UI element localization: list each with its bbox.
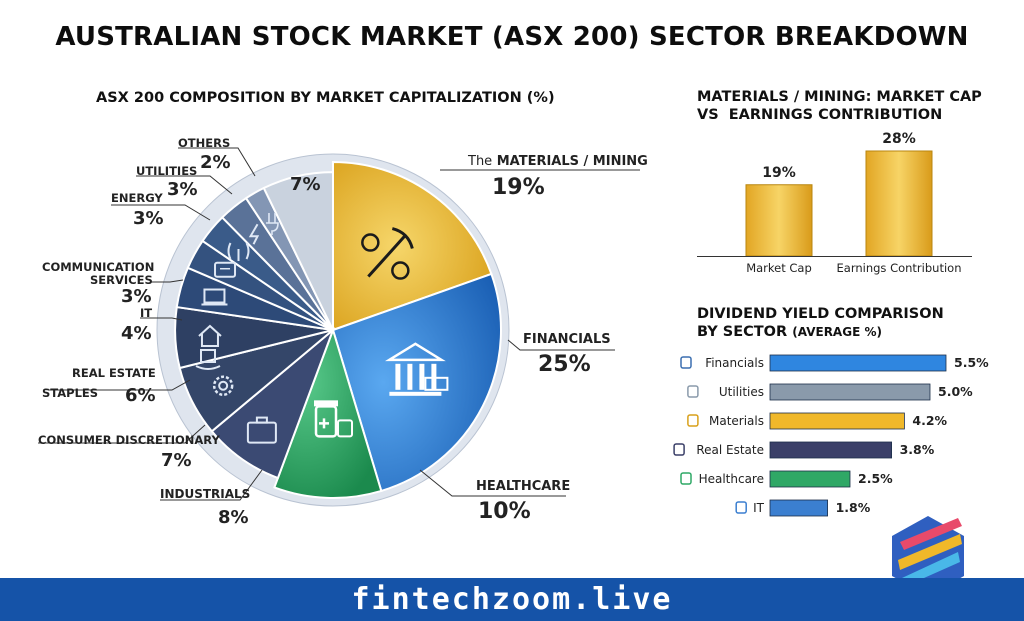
leader-line xyxy=(150,279,184,283)
leader-line xyxy=(38,424,206,444)
value-it: 4% xyxy=(121,323,152,344)
pie-slice-financials xyxy=(331,272,502,493)
medicine-icon xyxy=(680,472,692,485)
value-others: 2% xyxy=(200,152,231,173)
bar-market-cap xyxy=(745,184,813,257)
dividend-category-label: Utilities xyxy=(719,385,764,399)
label-communication-1: COMMUNICATION xyxy=(42,260,155,274)
chat-icon xyxy=(214,261,237,278)
leader-line xyxy=(160,469,263,501)
pie-chart-title: ASX 200 COMPOSITION BY MARKET CAPITALIZA… xyxy=(96,90,555,106)
label-others: OTHERS xyxy=(178,136,231,150)
label-it: IT xyxy=(140,306,153,320)
label-real-estate: REAL ESTATE xyxy=(72,366,156,380)
dividend-category-label: Healthcare xyxy=(699,472,764,486)
leader-line xyxy=(178,147,256,177)
leader-line xyxy=(140,317,183,321)
footer-site-name[interactable]: fintechzoom.live xyxy=(351,582,673,617)
value-healthcare: 10% xyxy=(478,499,531,524)
dividend-chart-title: DIVIDEND YIELD COMPARISON BY SECTOR (AVE… xyxy=(697,306,944,340)
lightning-icon xyxy=(248,223,260,245)
laptop-icon xyxy=(735,501,747,514)
gear-icon xyxy=(687,414,699,427)
bank-icon xyxy=(384,342,449,396)
bar-chart-baseline xyxy=(697,256,972,257)
label-financials: FINANCIALS xyxy=(523,332,611,347)
value-unlabeled-slice: 7% xyxy=(290,174,321,195)
dividend-category-label: IT xyxy=(753,501,765,515)
pie-slice-healthcare xyxy=(273,326,383,499)
leader-line xyxy=(48,379,191,391)
dividend-bar-real-estate xyxy=(769,441,892,459)
plug-icon xyxy=(265,212,279,235)
value-industrials: 8% xyxy=(218,507,249,528)
bar-value-label: 28% xyxy=(882,131,916,147)
dividend-bar-healthcare xyxy=(769,470,851,488)
bar-earnings-contribution xyxy=(865,150,933,257)
dividend-bar-utilities xyxy=(769,383,931,401)
pickaxe-gears-icon xyxy=(361,227,414,280)
dividend-bar-it xyxy=(769,499,828,517)
footer-bar: fintechzoom.live xyxy=(0,578,1024,621)
value-staples: 6% xyxy=(125,385,156,406)
medicine-icon xyxy=(314,400,354,438)
value-financials: 25% xyxy=(538,352,591,377)
dividend-value-label: 2.5% xyxy=(858,471,893,486)
plug-icon xyxy=(687,385,699,398)
dividend-value-label: 5.5% xyxy=(954,355,989,370)
label-healthcare: HEALTHCARE xyxy=(476,479,571,494)
bar-category-label: Earnings Contribution xyxy=(837,261,962,275)
dividend-bar-materials xyxy=(769,412,905,430)
leader-line xyxy=(419,469,566,497)
page-title: AUSTRALIAN STOCK MARKET (ASX 200) SECTOR… xyxy=(55,22,969,52)
bank-icon xyxy=(680,356,692,369)
bar-category-label: Market Cap xyxy=(746,261,812,275)
leader-line xyxy=(507,339,615,351)
leader-line xyxy=(136,175,233,195)
value-consumer: 7% xyxy=(161,450,192,471)
briefcase-icon xyxy=(246,416,277,444)
value-utilities: 3% xyxy=(167,179,198,200)
dividend-value-label: 5.0% xyxy=(938,384,973,399)
label-materials: The MATERIALS / MINING xyxy=(468,154,648,169)
label-utilities: UTILITIES xyxy=(136,164,198,178)
pie-slice-unlabeled xyxy=(262,171,334,331)
label-industrials: INDUSTRIALS xyxy=(160,487,251,501)
laptop-icon xyxy=(201,288,228,306)
box-hand-icon xyxy=(195,349,221,370)
bar-value-label: 19% xyxy=(762,165,796,181)
bar-chart-title: MATERIALS / MINING: MARKET CAP VS EARNIN… xyxy=(697,89,982,123)
dividend-value-label: 1.8% xyxy=(836,500,871,515)
value-energy: 3% xyxy=(133,208,164,229)
house-icon xyxy=(198,324,222,347)
label-consumer: CONSUMER DISCRETIONARY xyxy=(38,433,220,447)
value-communication: 3% xyxy=(121,286,152,307)
dividend-value-label: 4.2% xyxy=(912,413,947,428)
gear-icon xyxy=(212,375,234,396)
dividend-category-label: Materials xyxy=(709,414,764,428)
logo-icon xyxy=(892,516,964,596)
value-materials: 19% xyxy=(492,175,545,200)
label-staples: STAPLES xyxy=(42,386,99,400)
label-energy: ENERGY xyxy=(111,191,163,205)
dividend-bar-financials xyxy=(769,354,947,372)
leader-line xyxy=(111,204,211,221)
dividend-category-label: Financials xyxy=(705,356,764,370)
label-communication-2: SERVICES xyxy=(90,273,153,287)
signal-icon xyxy=(227,242,250,261)
house-icon xyxy=(673,443,685,456)
dividend-category-label: Real Estate xyxy=(696,443,764,457)
dividend-value-label: 3.8% xyxy=(900,442,935,457)
